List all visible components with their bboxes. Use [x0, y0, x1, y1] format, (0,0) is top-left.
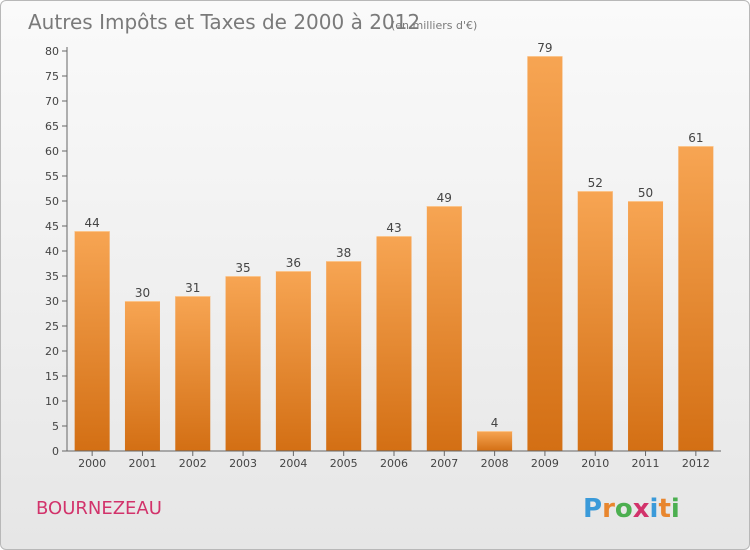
bar-value-label: 38	[336, 246, 351, 260]
x-tick-label: 2002	[179, 457, 207, 470]
bar	[577, 191, 613, 451]
x-tick-label: 2008	[481, 457, 509, 470]
logo-letter: x	[633, 494, 650, 524]
chart-title: Autres Impôts et Taxes de 2000 à 2012	[28, 10, 420, 34]
chart-subtitle: (en milliers d'€)	[391, 19, 477, 32]
x-axis: 2000 2001 2002 2003 2004 2005 2006 2007 2008 2009…	[67, 450, 721, 470]
bar-value-label: 35	[235, 261, 250, 275]
x-tick-label: 2012	[682, 457, 710, 470]
bar	[527, 56, 563, 451]
y-tick-label: 10	[45, 395, 59, 408]
y-tick-label: 75	[45, 70, 59, 83]
y-tick-label: 70	[45, 95, 59, 108]
x-tick-label: 2005	[330, 457, 358, 470]
bar-value-label: 31	[185, 281, 200, 295]
bar-value-label: 36	[286, 256, 301, 270]
y-tick-label: 55	[45, 170, 59, 183]
y-tick-label: 40	[45, 245, 59, 258]
x-tick-label: 2001	[128, 457, 156, 470]
bar-value-label: 43	[386, 221, 401, 235]
x-tick-label: 2007	[430, 457, 458, 470]
logo-letter: t	[658, 494, 670, 524]
logo-letter: o	[615, 494, 633, 524]
y-tick-label: 80	[45, 45, 59, 58]
y-tick-label: 65	[45, 120, 59, 133]
bar	[74, 231, 110, 451]
y-tick-label: 15	[45, 370, 59, 383]
bar-value-label: 4	[491, 416, 499, 430]
bar-value-label: 30	[135, 286, 150, 300]
bar-value-label: 52	[588, 176, 603, 190]
x-tick-label: 2011	[632, 457, 660, 470]
bar	[376, 236, 412, 451]
bar	[678, 146, 714, 451]
y-tick-label: 5	[52, 420, 59, 433]
bar	[426, 206, 462, 451]
y-tick-label: 20	[45, 345, 59, 358]
bar	[275, 271, 311, 451]
x-tick-label: 2010	[581, 457, 609, 470]
commune-name: BOURNEZEAU	[36, 498, 162, 519]
bar	[124, 301, 160, 451]
bars-group: 44 30 31 35 36 38 43 49 4 79 52 50 61	[74, 41, 714, 451]
x-tick-label: 2004	[279, 457, 307, 470]
bar	[175, 296, 211, 451]
y-tick-label: 0	[52, 445, 59, 458]
bar-value-label: 49	[437, 191, 452, 205]
bar	[477, 431, 513, 451]
bar-value-label: 79	[537, 41, 552, 55]
bar-value-label: 61	[688, 131, 703, 145]
x-tick-label: 2009	[531, 457, 559, 470]
bar-value-label: 44	[85, 216, 100, 230]
y-tick-label: 25	[45, 320, 59, 333]
bar	[326, 261, 362, 451]
x-tick-label: 2003	[229, 457, 257, 470]
y-tick-label: 35	[45, 270, 59, 283]
x-tick-label: 2000	[78, 457, 106, 470]
logo-letter: i	[671, 494, 680, 524]
bar-value-label: 50	[638, 186, 653, 200]
logo-letter: i	[650, 494, 659, 524]
y-tick-label: 50	[45, 195, 59, 208]
logo-letter: P	[583, 494, 602, 524]
y-tick-label: 30	[45, 295, 59, 308]
bar	[628, 201, 664, 451]
proxiti-logo: Proxiti	[583, 494, 680, 524]
bar	[225, 276, 261, 451]
logo-letter: r	[602, 494, 615, 524]
y-tick-label: 60	[45, 145, 59, 158]
y-tick-label: 45	[45, 220, 59, 233]
x-tick-label: 2006	[380, 457, 408, 470]
y-axis: 0 5 10 15 20 25 30 35 40 45 50 55 60 65 70 75 80	[45, 45, 68, 458]
